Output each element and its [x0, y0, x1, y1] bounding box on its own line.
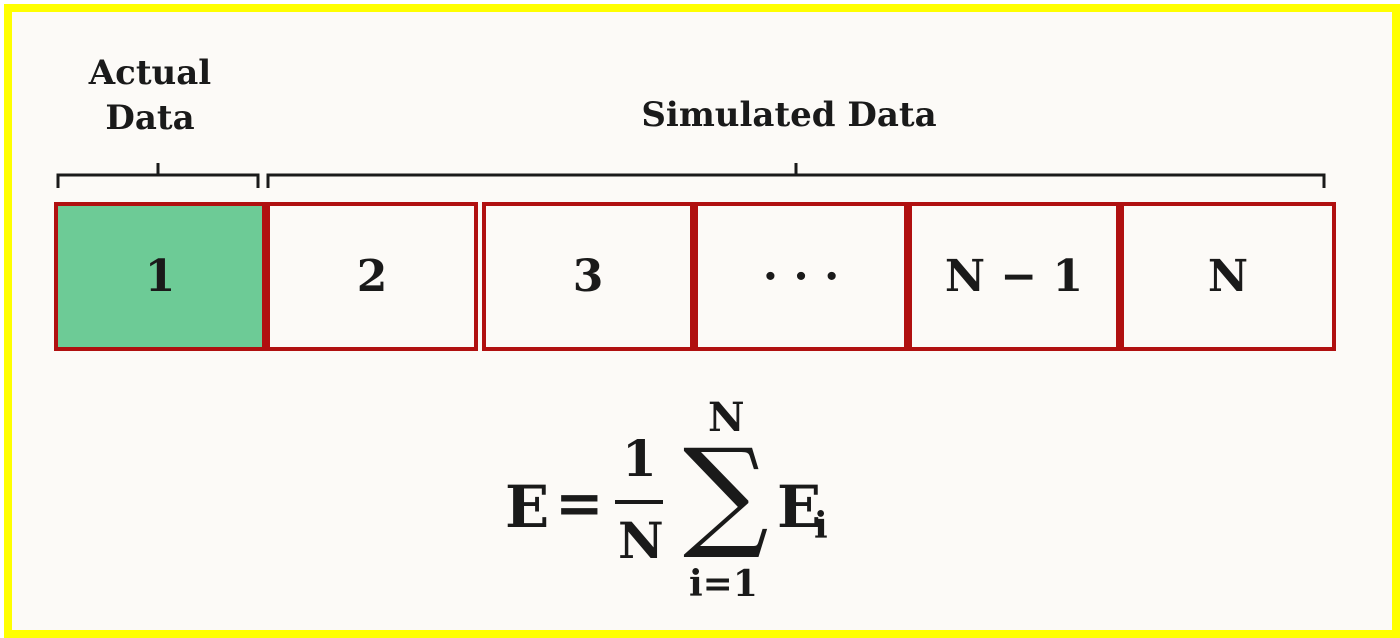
- fraction-bar: [615, 500, 663, 504]
- formula-denominator: N: [618, 511, 664, 570]
- formula-term: E: [777, 473, 822, 541]
- cell-3: 3: [482, 202, 694, 351]
- sum-upper-limit: N: [708, 394, 745, 441]
- formula-equals: =: [555, 469, 604, 537]
- formula-numerator: 1: [622, 429, 657, 488]
- cell-ellipsis: · · ·: [694, 202, 908, 351]
- formula-term-subscript: i: [814, 505, 828, 547]
- actual-data-label-line1: Actual: [88, 53, 212, 93]
- cell-2: 2: [266, 202, 478, 351]
- simulated-data-label: Simulated Data: [641, 95, 937, 135]
- simulated-data-bracket: [266, 163, 1326, 188]
- cell-n: N: [1120, 202, 1336, 351]
- sum-symbol: ∑: [683, 424, 769, 563]
- actual-data-bracket: [56, 163, 260, 188]
- sum-lower-limit: i=1: [689, 563, 758, 605]
- actual-data-label-line2: Data: [105, 98, 195, 138]
- formula-lhs: E: [505, 473, 550, 541]
- cell-1: 1: [54, 202, 266, 351]
- cell-n-minus-1: N − 1: [908, 202, 1120, 351]
